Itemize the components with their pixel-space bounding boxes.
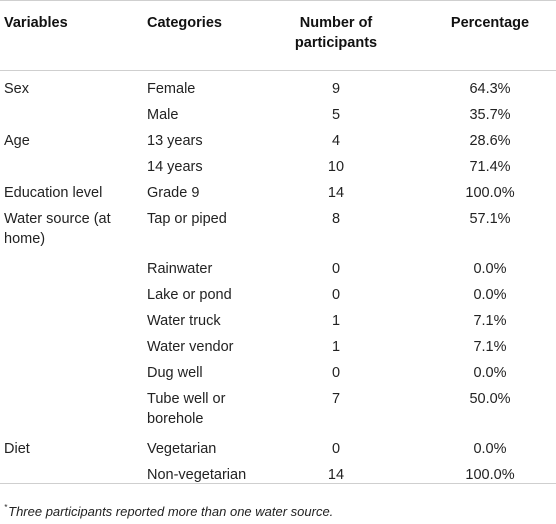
row-category: Female: [147, 81, 196, 97]
table-header-rule: [0, 70, 556, 71]
table-footnote: *Three participants reported more than o…: [4, 499, 333, 521]
row-number: 7: [331, 391, 341, 407]
row-percentage: 28.6%: [469, 133, 511, 149]
footnote-text: Three participants reported more than on…: [8, 504, 334, 519]
table-bottom-rule: [0, 483, 556, 484]
row-percentage: 35.7%: [469, 107, 511, 123]
row-number: 8: [331, 211, 341, 227]
footnote-marker: *: [4, 503, 8, 512]
row-percentage: 7.1%: [473, 313, 507, 329]
row-variable: Sex: [4, 81, 29, 97]
header-categories: Categories: [147, 15, 222, 31]
row-percentage: 0.0%: [473, 287, 507, 303]
row-category: Lake or pond: [147, 287, 232, 303]
table-top-rule: [0, 0, 556, 1]
row-number: 0: [331, 441, 341, 457]
row-number: 5: [331, 107, 341, 123]
row-number: 4: [331, 133, 341, 149]
header-percentage: Percentage: [450, 15, 530, 31]
row-category: Rainwater: [147, 261, 213, 277]
row-percentage: 50.0%: [469, 391, 511, 407]
row-variable-line2: home): [4, 231, 46, 247]
row-category: Grade 9: [147, 185, 200, 201]
row-category: Male: [147, 107, 179, 123]
row-number: 14: [327, 467, 345, 483]
row-category: Tube well or: [147, 391, 226, 407]
row-percentage: 0.0%: [473, 365, 507, 381]
row-variable: Education level: [4, 185, 103, 201]
row-number: 0: [331, 261, 341, 277]
row-variable: Diet: [4, 441, 30, 457]
row-variable: Water source (at: [4, 211, 111, 227]
row-category: Water truck: [147, 313, 221, 329]
row-percentage: 7.1%: [473, 339, 507, 355]
row-category: Dug well: [147, 365, 203, 381]
row-category: 14 years: [147, 159, 203, 175]
row-percentage: 57.1%: [469, 211, 511, 227]
row-category: Non-vegetarian: [147, 467, 247, 483]
header-number-line1: Number of: [299, 15, 373, 31]
row-number: 10: [327, 159, 345, 175]
row-percentage: 100.0%: [465, 467, 515, 483]
header-number-line2: participants: [294, 35, 378, 51]
row-variable: Age: [4, 133, 30, 149]
row-number: 0: [331, 365, 341, 381]
row-percentage: 100.0%: [465, 185, 515, 201]
header-variables: Variables: [4, 15, 68, 31]
row-number: 0: [331, 287, 341, 303]
row-category: Water vendor: [147, 339, 234, 355]
row-category: Vegetarian: [147, 441, 217, 457]
row-category-line2: borehole: [147, 411, 204, 427]
row-percentage: 0.0%: [473, 441, 507, 457]
row-percentage: 71.4%: [469, 159, 511, 175]
row-category: 13 years: [147, 133, 203, 149]
row-number: 1: [331, 339, 341, 355]
row-percentage: 64.3%: [469, 81, 511, 97]
row-number: 9: [331, 81, 341, 97]
row-number: 14: [327, 185, 345, 201]
row-number: 1: [331, 313, 341, 329]
row-percentage: 0.0%: [473, 261, 507, 277]
row-category: Tap or piped: [147, 211, 227, 227]
